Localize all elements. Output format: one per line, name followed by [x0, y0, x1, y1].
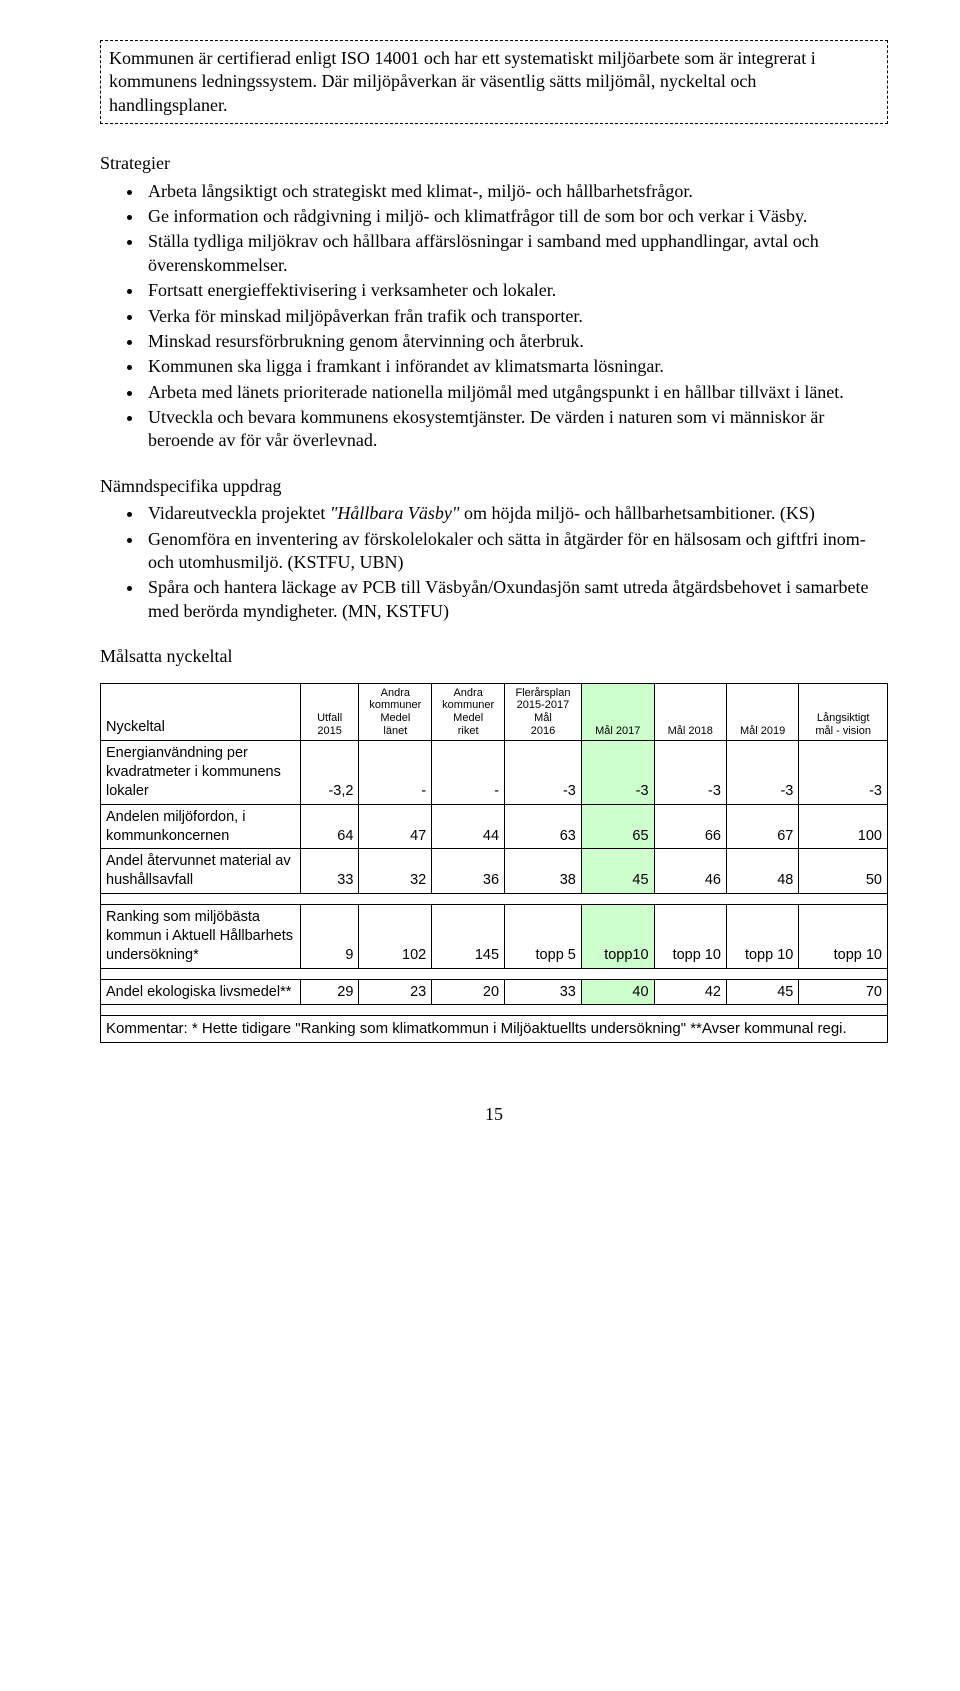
cell: topp10 — [581, 905, 654, 969]
table-row: Ranking som miljöbästa kommun i Aktuell … — [101, 905, 888, 969]
cell: 45 — [726, 979, 798, 1005]
list-item: Arbeta långsiktigt och strategiskt med k… — [144, 180, 888, 203]
document-page: Kommunen är certifierad enligt ISO 14001… — [0, 0, 960, 1166]
table-row-spacer — [101, 894, 888, 905]
cell: 20 — [432, 979, 505, 1005]
cell: 145 — [432, 905, 505, 969]
intro-callout-box: Kommunen är certifierad enligt ISO 14001… — [100, 40, 888, 124]
cell: 63 — [505, 804, 582, 849]
heading-uppdrag: Nämndspecifika uppdrag — [100, 475, 888, 498]
cell: 70 — [799, 979, 888, 1005]
cell: topp 10 — [726, 905, 798, 969]
cell-label: Andel återvunnet material av hushållsavf… — [101, 849, 301, 894]
cell: 100 — [799, 804, 888, 849]
cell: 40 — [581, 979, 654, 1005]
cell: 33 — [300, 849, 359, 894]
col-m2018: Mål 2018 — [654, 683, 726, 741]
cell: 67 — [726, 804, 798, 849]
table-body: Energianvändning per kvadratmeter i komm… — [101, 741, 888, 1043]
page-number: 15 — [100, 1103, 888, 1126]
cell: -3 — [726, 741, 798, 805]
cell: 38 — [505, 849, 582, 894]
table-row: Andel återvunnet material av hushållsavf… — [101, 849, 888, 894]
table-row-spacer — [101, 968, 888, 979]
cell: 23 — [359, 979, 432, 1005]
strategier-list: Arbeta långsiktigt och strategiskt med k… — [100, 180, 888, 453]
cell: - — [432, 741, 505, 805]
list-item: Ge information och rådgivning i miljö- o… — [144, 205, 888, 228]
table-header-row: Nyckeltal Utfall2015 AndrakommunerMedell… — [101, 683, 888, 741]
list-item: Spåra och hantera läckage av PCB till Vä… — [144, 576, 888, 623]
col-lanet: AndrakommunerMedellänet — [359, 683, 432, 741]
cell: 45 — [581, 849, 654, 894]
col-utfall: Utfall2015 — [300, 683, 359, 741]
cell: 50 — [799, 849, 888, 894]
col-m2019: Mål 2019 — [726, 683, 798, 741]
cell: 64 — [300, 804, 359, 849]
cell: 36 — [432, 849, 505, 894]
table-row: Andelen miljöfordon, i kommunkoncernen 6… — [101, 804, 888, 849]
cell: -3 — [505, 741, 582, 805]
cell: 42 — [654, 979, 726, 1005]
col-nyckeltal: Nyckeltal — [101, 683, 301, 741]
cell: -3 — [799, 741, 888, 805]
cell: -3 — [581, 741, 654, 805]
cell: 48 — [726, 849, 798, 894]
col-riket: AndrakommunerMedelriket — [432, 683, 505, 741]
list-item: Kommunen ska ligga i framkant i införand… — [144, 355, 888, 378]
col-m2017: Mål 2017 — [581, 683, 654, 741]
cell-label: Andel ekologiska livsmedel** — [101, 979, 301, 1005]
cell: -3 — [654, 741, 726, 805]
col-flerar: Flerårsplan2015-2017Mål2016 — [505, 683, 582, 741]
list-item: Verka för minskad miljöpåverkan från tra… — [144, 305, 888, 328]
uppdrag-list: Vidareutveckla projektet "Hållbara Väsby… — [100, 502, 888, 623]
list-item: Fortsatt energieffektivisering i verksam… — [144, 279, 888, 302]
nyckeltal-table: Nyckeltal Utfall2015 AndrakommunerMedell… — [100, 683, 888, 1043]
cell: 66 — [654, 804, 726, 849]
table-row: Andel ekologiska livsmedel** 29 23 20 33… — [101, 979, 888, 1005]
table-row-spacer — [101, 1005, 888, 1016]
table-comment-row: Kommentar: * Hette tidigare "Ranking som… — [101, 1016, 888, 1043]
cell: -3,2 — [300, 741, 359, 805]
cell-label: Andelen miljöfordon, i kommunkoncernen — [101, 804, 301, 849]
col-vision: Långsiktigtmål - vision — [799, 683, 888, 741]
cell: 9 — [300, 905, 359, 969]
heading-strategier: Strategier — [100, 152, 888, 175]
list-item: Genomföra en inventering av förskoleloka… — [144, 528, 888, 575]
cell: 47 — [359, 804, 432, 849]
cell: 32 — [359, 849, 432, 894]
cell: 65 — [581, 804, 654, 849]
cell: 46 — [654, 849, 726, 894]
list-item: Ställa tydliga miljökrav och hållbara af… — [144, 230, 888, 277]
cell: 102 — [359, 905, 432, 969]
cell-label: Ranking som miljöbästa kommun i Aktuell … — [101, 905, 301, 969]
intro-text: Kommunen är certifierad enligt ISO 14001… — [109, 48, 816, 115]
cell: - — [359, 741, 432, 805]
list-item: Arbeta med länets prioriterade nationell… — [144, 381, 888, 404]
cell-label: Energianvändning per kvadratmeter i komm… — [101, 741, 301, 805]
list-item: Minskad resursförbrukning genom återvinn… — [144, 330, 888, 353]
cell: topp 10 — [654, 905, 726, 969]
table-row: Energianvändning per kvadratmeter i komm… — [101, 741, 888, 805]
cell: 33 — [505, 979, 582, 1005]
cell: topp 5 — [505, 905, 582, 969]
table-comment: Kommentar: * Hette tidigare "Ranking som… — [101, 1016, 888, 1043]
list-item: Utveckla och bevara kommunens ekosystemt… — [144, 406, 888, 453]
cell: topp 10 — [799, 905, 888, 969]
cell: 29 — [300, 979, 359, 1005]
list-item: Vidareutveckla projektet "Hållbara Väsby… — [144, 502, 888, 525]
heading-malsatta: Målsatta nyckeltal — [100, 645, 888, 668]
cell: 44 — [432, 804, 505, 849]
